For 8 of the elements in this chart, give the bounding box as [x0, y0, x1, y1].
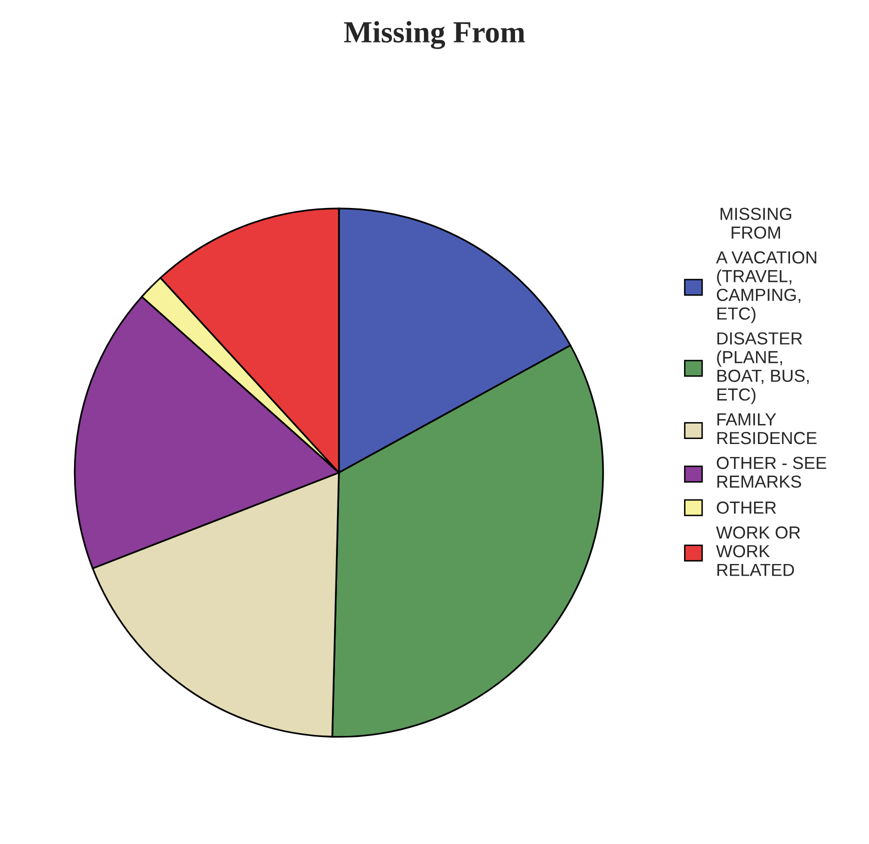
legend-title: MISSING FROM: [720, 208, 792, 239]
legend-label: OTHER - SEE REMARKS: [716, 456, 826, 488]
legend-label: A VACATION (TRAVEL, CAMPING, ETC): [716, 251, 816, 324]
legend-label: DISASTER (PLANE, BOAT, BUS, ETC): [717, 332, 809, 404]
chart-title: Missing From: [344, 21, 525, 50]
legend-label: WORK OR WORK RELATED: [716, 526, 800, 576]
legend-label: FAMILY RESIDENCE: [717, 413, 817, 444]
legend-label: OTHER: [716, 502, 776, 514]
